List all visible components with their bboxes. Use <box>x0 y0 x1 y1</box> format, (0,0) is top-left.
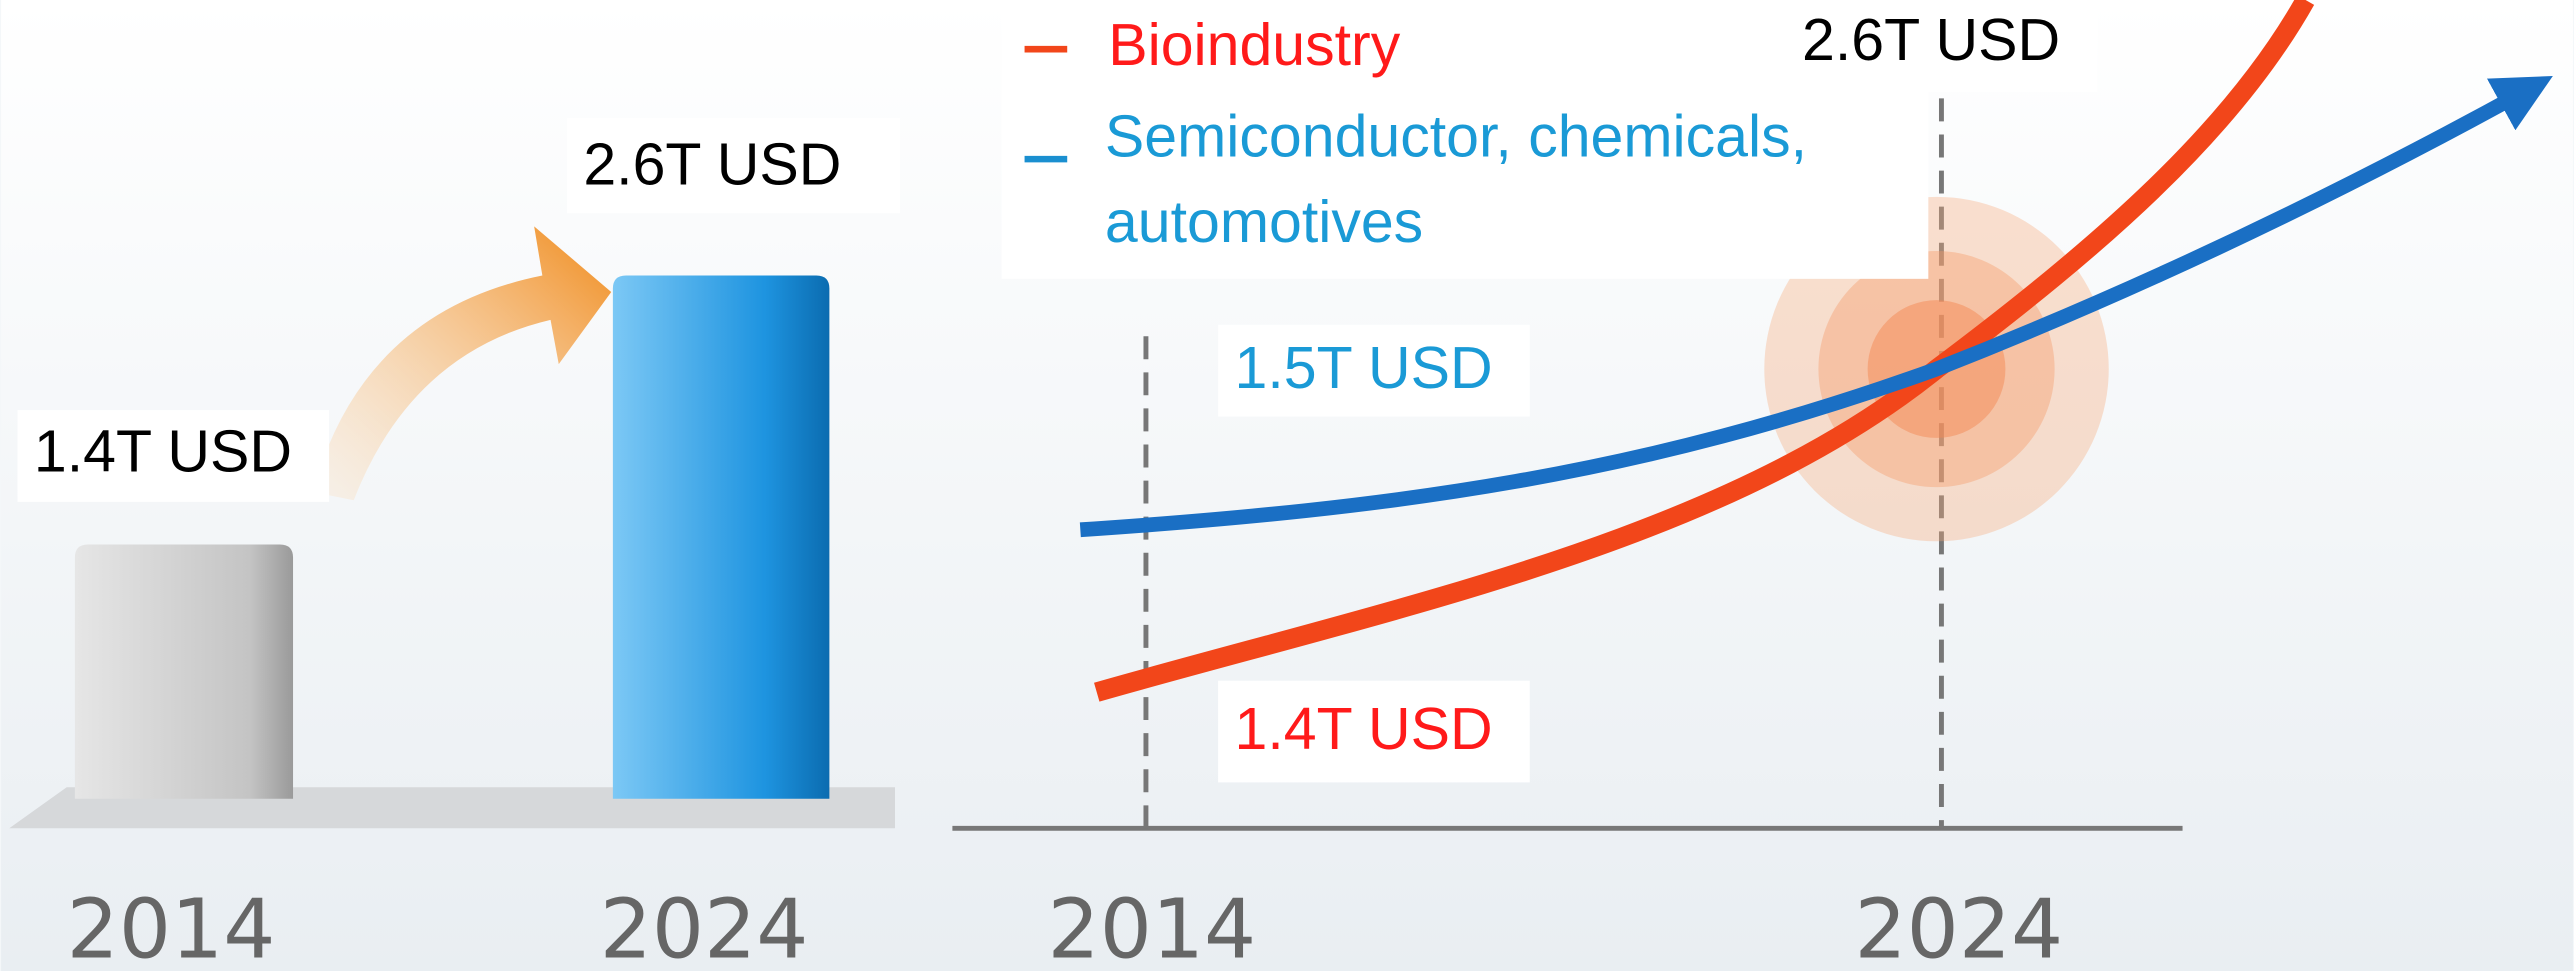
legend-label: automotives <box>1105 189 1423 255</box>
year-label: 2024 <box>1855 882 2064 971</box>
year-label: 2014 <box>67 882 276 971</box>
year-label: 2014 <box>1048 882 1257 971</box>
start-label: 1.4T USD <box>34 419 292 485</box>
bar-2014 <box>75 545 293 799</box>
crossing-label: 2.6T USD <box>1802 7 2060 73</box>
legend-label: Semiconductor, chemicals, <box>1105 104 1807 170</box>
page: {"left_panel": {"start_label": "1.4T USD… <box>0 0 2574 971</box>
blue-start-label: 1.5T USD <box>1235 335 1493 401</box>
infographic: 1.4T USD 2.6T USD 2014 2024 Bioindustry … <box>0 0 2574 971</box>
legend-label: Bioindustry <box>1108 12 1400 78</box>
year-label: 2024 <box>600 882 809 971</box>
bar-2024 <box>613 276 830 799</box>
red-start-label: 1.4T USD <box>1235 696 1493 762</box>
end-label: 2.6T USD <box>583 132 841 198</box>
